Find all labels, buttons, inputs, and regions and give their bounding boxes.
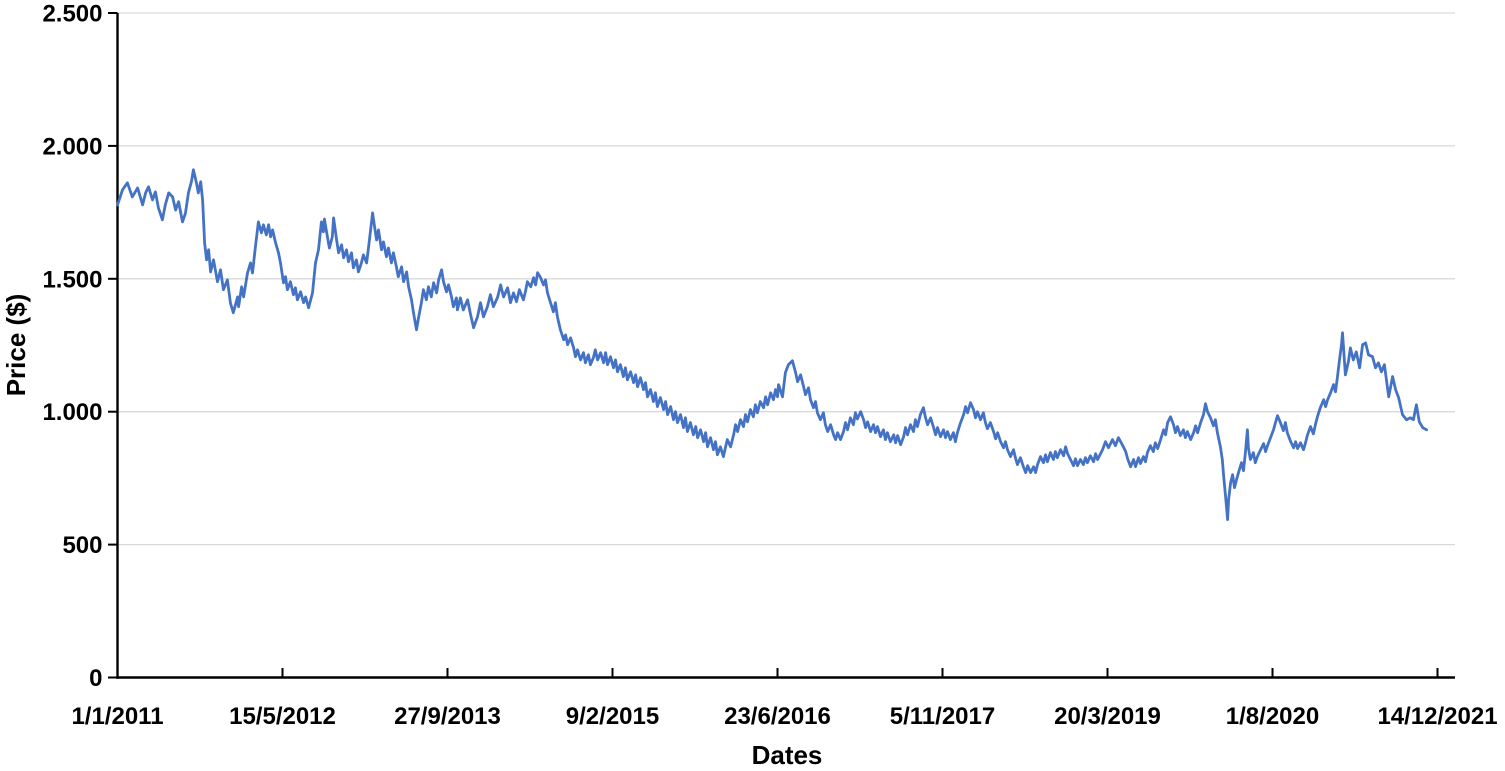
x-tick-label: 27/9/2013: [394, 703, 501, 730]
x-tick-label: 14/12/2021: [1377, 703, 1497, 730]
x-tick-label: 20/3/2019: [1054, 703, 1161, 730]
y-tick-label: 1.000: [42, 399, 102, 426]
x-tick-label: 9/2/2015: [566, 703, 659, 730]
y-tick-label: 2.500: [42, 1, 102, 28]
chart-generated-layer: 0 500 1.000 1.500 2.000 2.500 1/1/2011 15/5/201…: [42, 1, 1497, 731]
y-tick-label: 2.000: [42, 133, 102, 160]
y-axis-title: Price ($): [1, 294, 31, 397]
y-tick-label: 0: [89, 665, 102, 692]
y-tick-label: 500: [62, 532, 102, 559]
x-tick-label: 1/8/2020: [1226, 703, 1319, 730]
x-tick-label: 23/6/2016: [724, 703, 831, 730]
y-tick-label: 1.500: [42, 266, 102, 293]
x-axis-title: Dates: [752, 740, 823, 770]
x-tick-label: 1/1/2011: [71, 703, 163, 730]
x-tick-label: 5/11/2017: [890, 703, 995, 730]
price-series-line: [116, 168, 1428, 521]
x-tick-label: 15/5/2012: [229, 703, 336, 730]
